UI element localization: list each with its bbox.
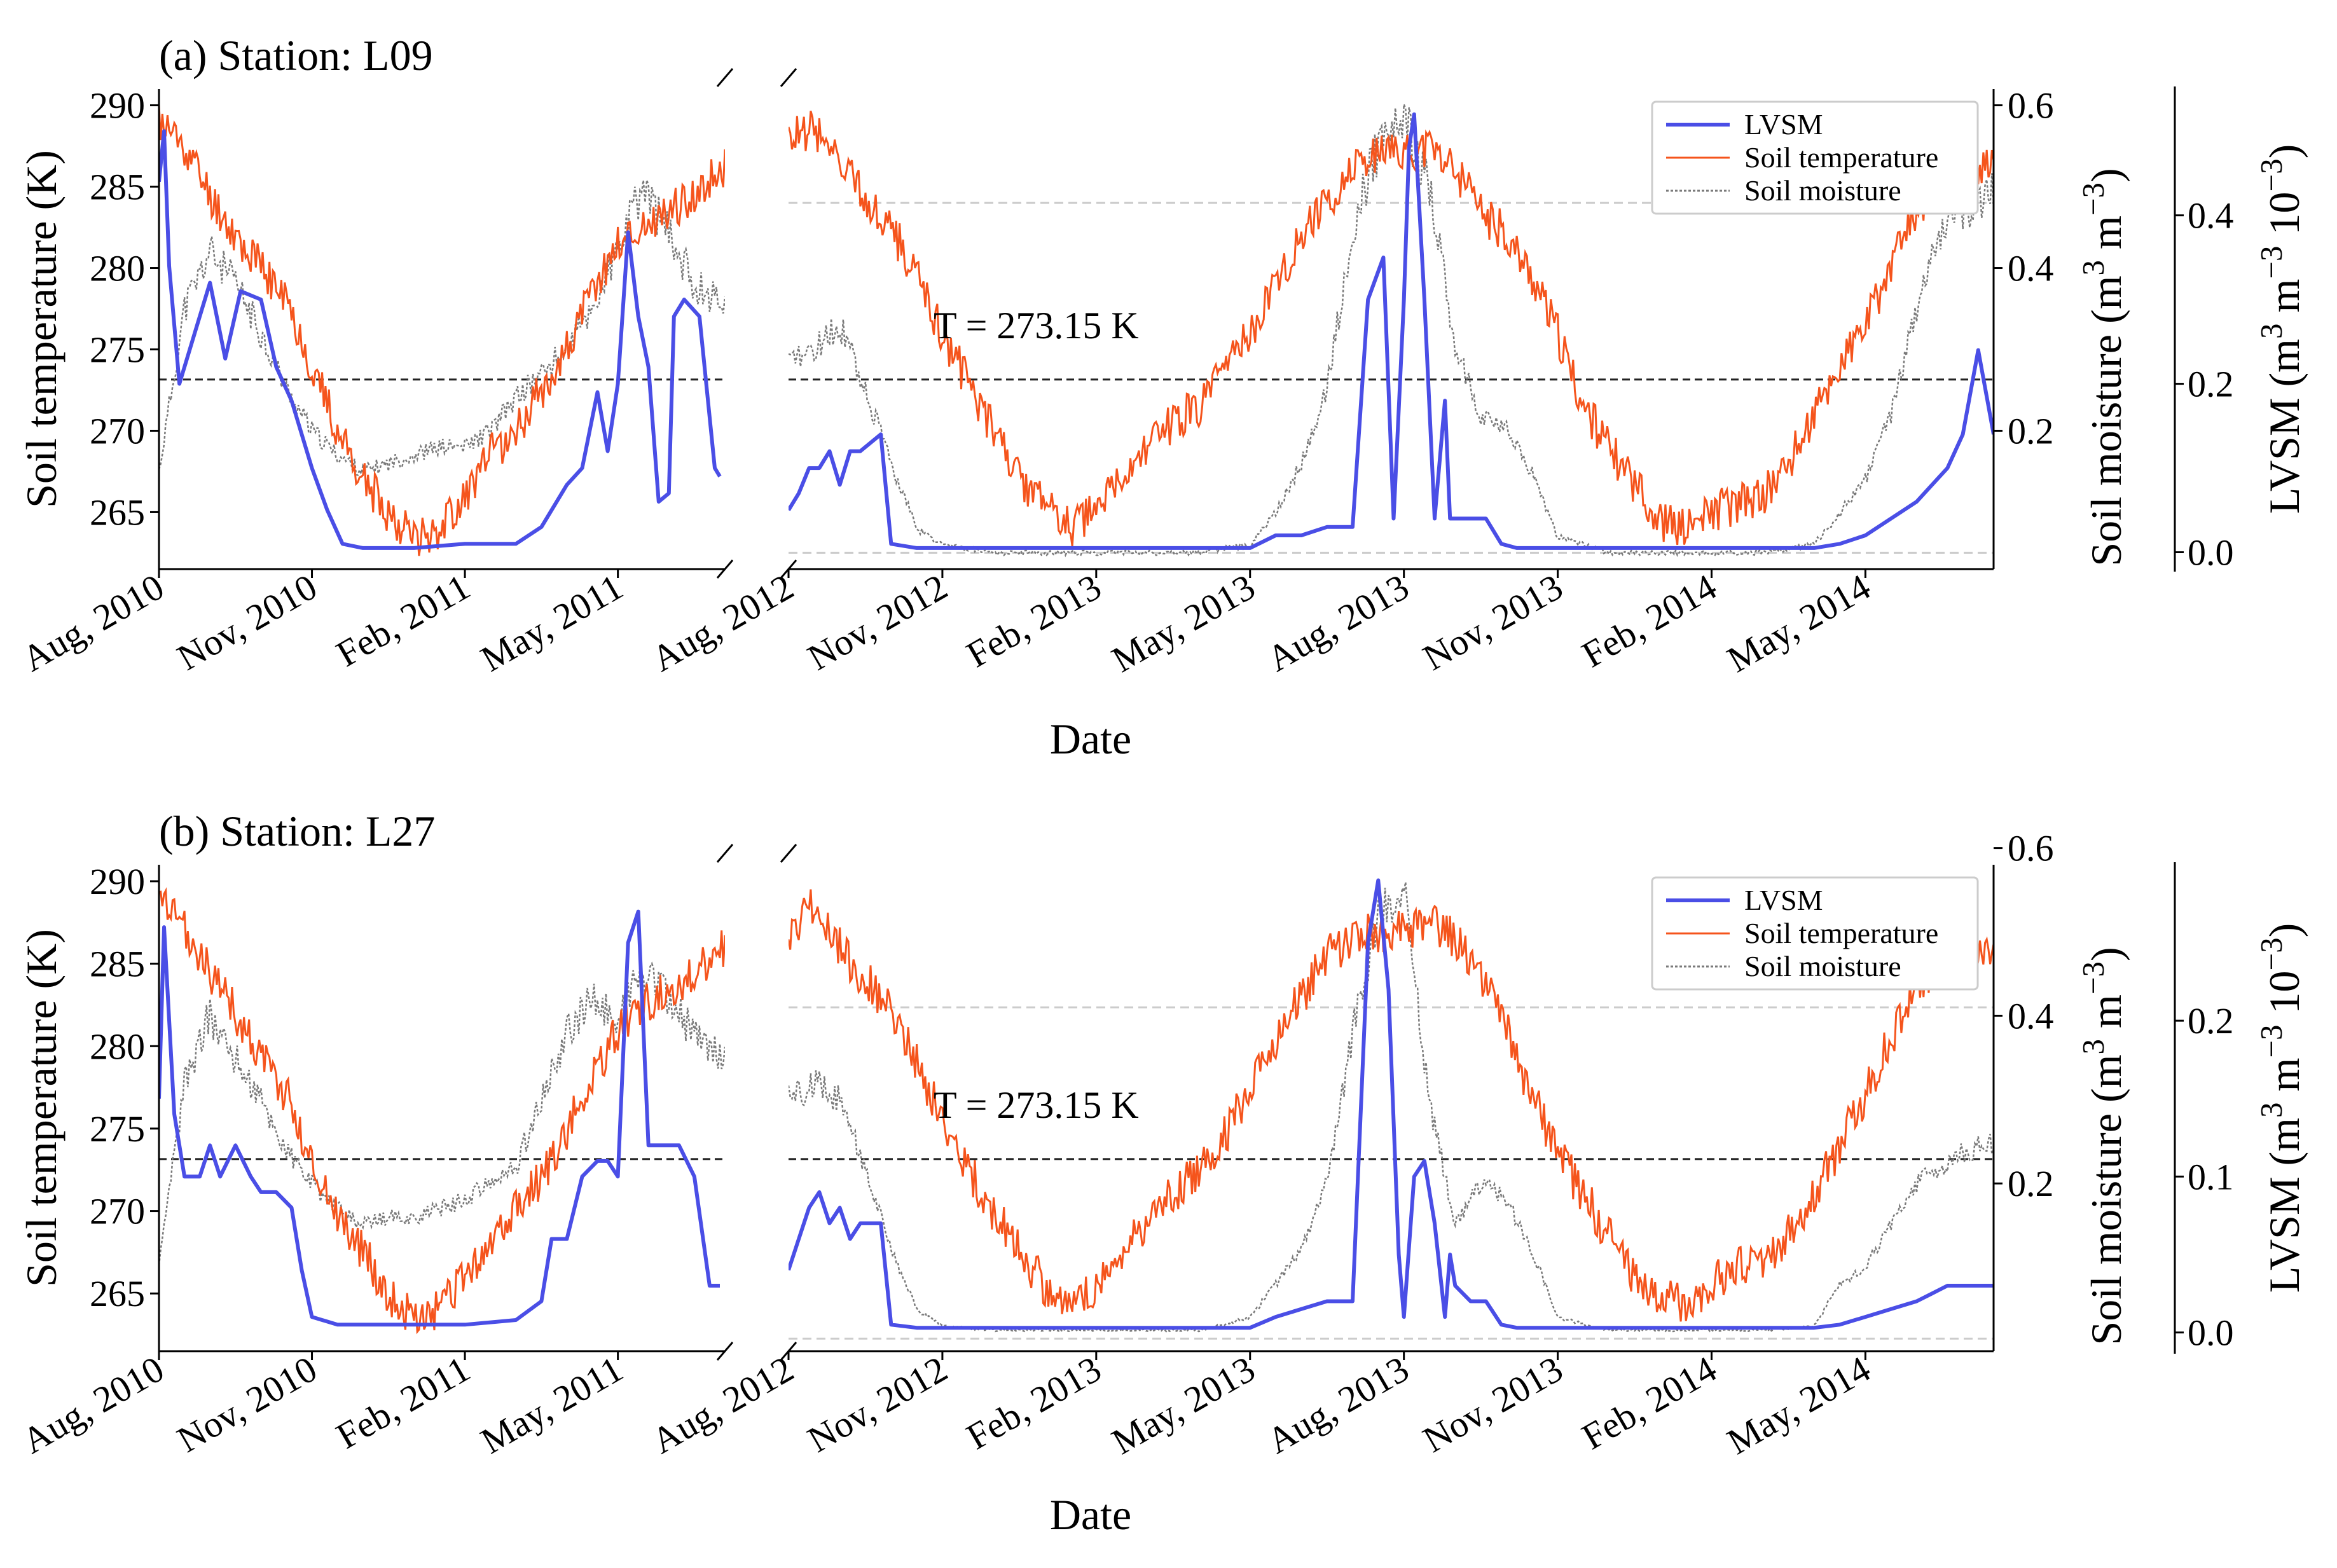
sm-y-tick-label: 0.2 — [2008, 410, 2054, 451]
panel-title: (b) Station: L27 — [159, 807, 435, 855]
plot-area — [789, 104, 1994, 558]
lvsm-series — [159, 129, 722, 550]
x-axis-label: Date — [1050, 1490, 1131, 1539]
x-tick-label: Aug, 2013 — [1260, 1348, 1416, 1462]
axis-break-mark — [716, 844, 734, 863]
x-tick-label: Nov, 2013 — [1416, 566, 1569, 678]
x-tick-label: Nov, 2012 — [801, 566, 954, 678]
left-y-tick-label: 290 — [90, 861, 145, 902]
x-tick-label: Nov, 2010 — [170, 566, 324, 678]
x-tick-label: May, 2013 — [1105, 1348, 1262, 1462]
panel-title: (a) Station: L09 — [159, 31, 433, 79]
lvsm-y-tick-label: 0.0 — [2188, 1312, 2234, 1354]
x-tick-label: Nov, 2013 — [1416, 1348, 1569, 1461]
x-tick-label: Feb, 2013 — [960, 566, 1108, 675]
left-y-tick-label: 275 — [90, 1108, 145, 1150]
axis-break-mark — [716, 68, 734, 87]
x-tick-label: Aug, 2010 — [15, 1348, 171, 1462]
sm-y-axis-label: Soil moisture (m3 m−3) — [2076, 168, 2131, 566]
lvsm-series — [789, 878, 1994, 1330]
axis-break-mark — [716, 560, 734, 579]
plot-area — [789, 878, 1994, 1340]
lvsm-series — [159, 909, 720, 1327]
x-tick-label: Aug, 2012 — [645, 566, 801, 680]
plot-area — [159, 887, 725, 1335]
x-tick-label: Feb, 2011 — [329, 1348, 477, 1457]
threshold-annotation: T = 273.15 K — [934, 1084, 1139, 1126]
left-y-tick-label: 265 — [90, 1273, 145, 1314]
plot-area — [159, 104, 725, 556]
x-axis-label: Date — [1050, 715, 1131, 763]
left-y-tick-label: 280 — [90, 1026, 145, 1067]
lvsm-y-axis-label: LVSM (m3 m−3 10−3) — [2254, 144, 2309, 514]
legend-lvsm-label: LVSM — [1744, 884, 1823, 916]
soil-temperature-series — [159, 887, 725, 1335]
legend-soil-temperature-label: Soil temperature — [1744, 141, 1938, 174]
x-tick-label: Feb, 2011 — [329, 566, 477, 675]
x-tick-label: May, 2014 — [1720, 566, 1877, 680]
lvsm-y-tick-label: 0.0 — [2188, 532, 2234, 574]
sm-y-tick-label: 0.6 — [2008, 828, 2054, 869]
lvsm-y-tick-label: 0.1 — [2188, 1156, 2234, 1197]
x-tick-label: Aug, 2013 — [1260, 566, 1416, 680]
x-tick-label: Nov, 2010 — [170, 1348, 324, 1461]
axis-break-mark — [780, 68, 797, 87]
threshold-annotation: T = 273.15 K — [934, 305, 1139, 347]
soil-moisture-series — [159, 961, 725, 1266]
legend-box — [1651, 876, 1979, 991]
sm-y-axis-label: Soil moisture (m3 m−3) — [2076, 947, 2131, 1345]
legend-soil-moisture-label: Soil moisture — [1744, 950, 1901, 982]
left-y-axis-label: Soil temperature (K) — [17, 929, 65, 1287]
axis-break-mark — [716, 1342, 734, 1361]
legend-soil-temperature-label: Soil temperature — [1744, 917, 1938, 949]
soil-temperature-series — [789, 111, 1994, 547]
lvsm-y-axis-label: LVSM (m3 m−3 10−3) — [2254, 923, 2309, 1293]
left-y-tick-label: 270 — [90, 410, 145, 451]
left-y-tick-label: 290 — [90, 85, 145, 127]
left-y-tick-label: 285 — [90, 167, 145, 208]
left-y-tick-label: 275 — [90, 329, 145, 370]
x-tick-label: May, 2013 — [1105, 566, 1262, 680]
left-y-tick-label: 280 — [90, 248, 145, 289]
sm-y-tick-label: 0.4 — [2008, 995, 2054, 1036]
sm-y-tick-label: 0.6 — [2008, 85, 2054, 127]
sm-y-tick-label: 0.2 — [2008, 1163, 2054, 1204]
lvsm-y-tick-label: 0.4 — [2188, 195, 2234, 237]
lvsm-y-tick-label: 0.2 — [2188, 1000, 2234, 1042]
axis-break-mark — [780, 844, 797, 863]
legend-box — [1651, 100, 1979, 215]
x-tick-label: May, 2011 — [474, 566, 630, 680]
left-y-tick-label: 265 — [90, 492, 145, 533]
legend-soil-moisture-label: Soil moisture — [1744, 174, 1901, 207]
x-tick-label: Nov, 2012 — [801, 1348, 954, 1461]
x-tick-label: May, 2014 — [1720, 1348, 1877, 1462]
x-tick-label: Aug, 2012 — [645, 1348, 801, 1462]
legend-lvsm-label: LVSM — [1744, 108, 1823, 141]
sm-y-tick-label: 0.4 — [2008, 248, 2054, 289]
soil-temperature-series — [159, 104, 725, 556]
x-tick-label: Feb, 2014 — [1575, 1348, 1723, 1457]
left-y-tick-label: 270 — [90, 1191, 145, 1232]
lvsm-series — [789, 112, 1994, 550]
x-tick-label: Aug, 2010 — [15, 566, 171, 680]
left-y-axis-label: Soil temperature (K) — [17, 150, 65, 508]
x-tick-label: Feb, 2013 — [960, 1348, 1108, 1457]
left-y-tick-label: 285 — [90, 944, 145, 985]
lvsm-y-tick-label: 0.2 — [2188, 364, 2234, 405]
soil-temperature-series — [789, 889, 1994, 1322]
x-tick-label: May, 2011 — [474, 1348, 630, 1462]
x-tick-label: Feb, 2014 — [1575, 566, 1723, 675]
